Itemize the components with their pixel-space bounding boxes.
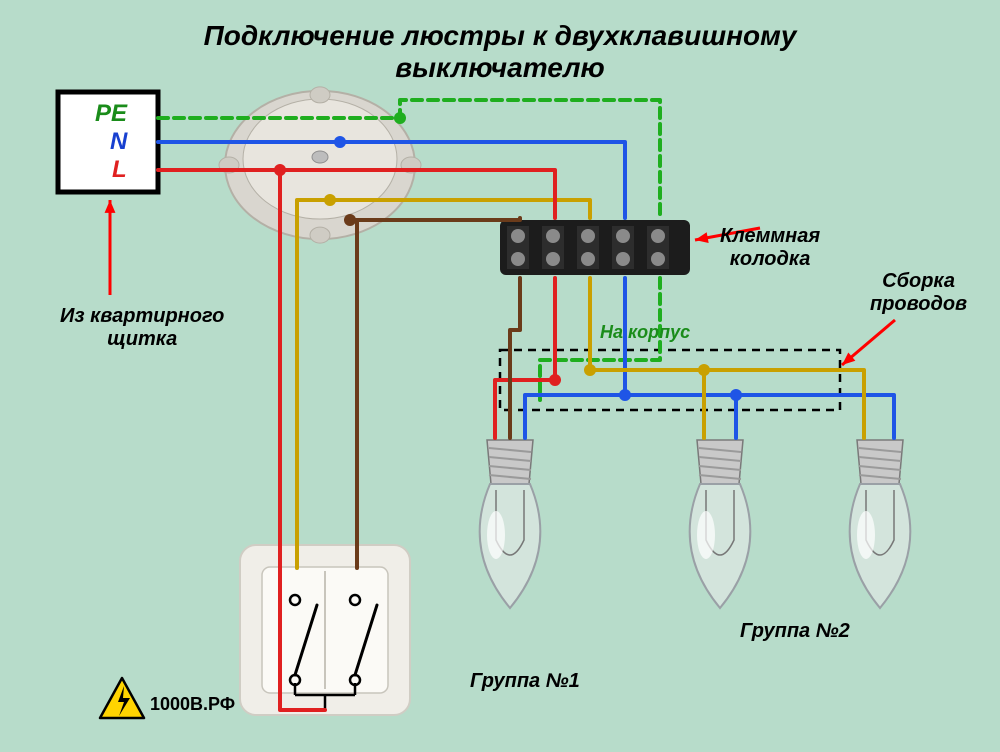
wire-assembly-label: Сборкапроводов: [870, 270, 967, 316]
group1-label: Группа №1: [470, 670, 580, 693]
double-switch: [240, 545, 410, 715]
panel-pe-label: PE: [95, 100, 127, 128]
terminal-block-label: Клеммнаяколодка: [720, 225, 820, 271]
panel-caption: Из квартирногощитка: [60, 305, 224, 351]
panel-n-label: N: [110, 128, 127, 156]
case-label: На корпус: [600, 322, 690, 343]
panel-l-label: L: [112, 156, 127, 184]
terminal-block: [500, 220, 690, 275]
diagram-title: Подключение люстры к двухклавишномувыклю…: [0, 20, 1000, 84]
group2-label: Группа №2: [740, 620, 850, 643]
logo-text: 1000В.РФ: [150, 694, 235, 715]
